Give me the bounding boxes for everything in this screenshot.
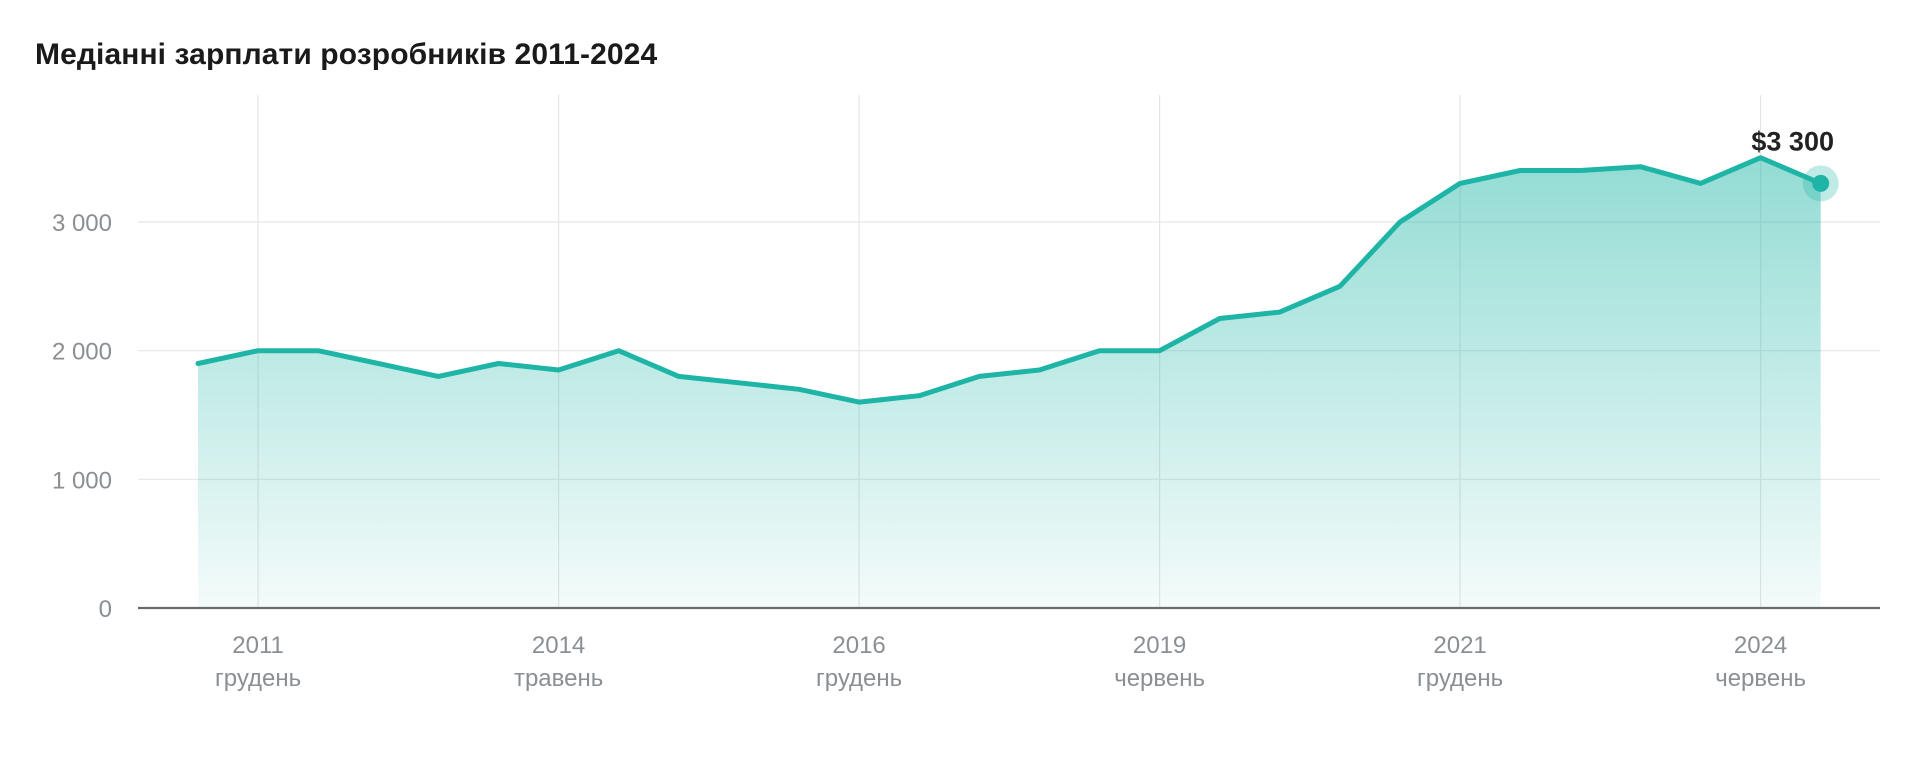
area-layer [195, 155, 1824, 608]
data-point[interactable] [255, 348, 261, 354]
series-area [198, 157, 1821, 608]
data-point[interactable] [1698, 180, 1704, 186]
data-point[interactable] [1277, 309, 1283, 315]
data-point[interactable] [1517, 168, 1523, 174]
x-tick-year: 2024 [1734, 632, 1787, 659]
x-tick-month: грудень [816, 665, 902, 692]
x-tick-month: червень [1715, 665, 1806, 692]
data-point[interactable] [1157, 348, 1163, 354]
x-tick-year: 2019 [1133, 632, 1186, 659]
data-point[interactable] [1637, 164, 1643, 170]
data-point[interactable] [736, 380, 742, 386]
data-point[interactable] [195, 361, 201, 367]
x-tick-month: червень [1114, 665, 1205, 692]
data-point[interactable] [1036, 367, 1042, 373]
y-tick-label: 3 000 [52, 210, 112, 237]
data-point[interactable] [796, 386, 802, 392]
data-point[interactable] [375, 361, 381, 367]
data-point[interactable] [1397, 219, 1403, 225]
data-point[interactable] [916, 393, 922, 399]
data-point[interactable] [1097, 348, 1103, 354]
data-point[interactable] [496, 361, 502, 367]
x-tick-year: 2021 [1433, 632, 1486, 659]
label-layer: 0 1 000 2 000 3 000 2011 грудень 2014 травень 20… [52, 126, 1839, 692]
data-point[interactable] [616, 348, 622, 354]
y-tick-label: 0 [99, 596, 112, 623]
data-point[interactable] [435, 373, 441, 379]
chart-title: Медіанні зарплати розробників 2011-2024 [35, 38, 658, 71]
data-point[interactable] [856, 399, 862, 405]
x-tick-year: 2014 [532, 632, 585, 659]
data-point[interactable] [676, 373, 682, 379]
x-tick-month: травень [514, 665, 603, 692]
x-tick-year: 2016 [832, 632, 885, 659]
data-point[interactable] [556, 367, 562, 373]
data-point[interactable] [1577, 168, 1583, 174]
data-point[interactable] [976, 373, 982, 379]
last-point-marker[interactable] [1812, 174, 1830, 192]
x-tick-month: грудень [215, 665, 301, 692]
series-line [195, 155, 1824, 405]
x-tick-year: 2011 [232, 632, 284, 659]
data-point[interactable] [1337, 283, 1343, 289]
data-point[interactable] [1457, 180, 1463, 186]
y-tick-label: 1 000 [52, 467, 112, 494]
y-tick-label: 2 000 [52, 339, 112, 366]
data-point[interactable] [315, 348, 321, 354]
data-point[interactable] [1217, 316, 1223, 322]
x-tick-month: грудень [1417, 665, 1503, 692]
last-point-label: $3 300 [1751, 126, 1834, 156]
